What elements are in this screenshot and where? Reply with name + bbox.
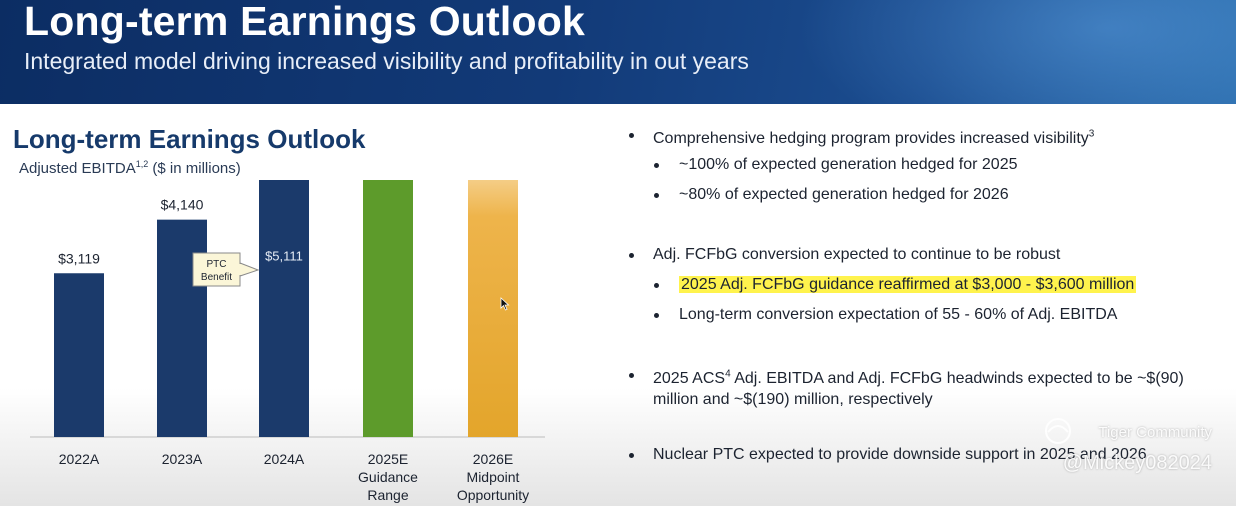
- ebitda-bar-chart: $3,1192022A$4,1402023A$545$5,111PTCBenef…: [30, 180, 545, 503]
- sub-bullet-2: ~100% of expected generation hedged for …: [679, 154, 1234, 175]
- sub-bullet-3: ~80% of expected generation hedged for 2…: [679, 184, 1234, 205]
- category-label-2025e-guidance-range: 2025E: [368, 451, 408, 467]
- value-label-2023a: $4,140: [161, 197, 204, 213]
- bar-2023a: [157, 219, 207, 437]
- slide-subtitle: Integrated model driving increased visib…: [24, 48, 749, 74]
- banner-glow: [796, 0, 1236, 104]
- bullet-dot-icon: [654, 313, 659, 318]
- category-label-2025e-guidance-range-2: Guidance: [358, 469, 418, 485]
- category-label-2026e-midpoint-opportunity-2: Midpoint: [467, 469, 520, 485]
- bullet-text-2: ~100% of expected generation hedged for …: [679, 156, 1018, 173]
- bar-2024a-base: [259, 180, 309, 438]
- sub-bullet-6: Long-term conversion expectation of 55 -…: [679, 304, 1234, 325]
- chart-subtitle: Adjusted EBITDA1,2 ($ in millions): [19, 159, 241, 177]
- watermark-community: Tiger Community: [1098, 424, 1212, 441]
- bullet-text-pre-7: 2025 ACS: [653, 370, 726, 388]
- category-label-2026e-midpoint-opportunity: 2026E: [473, 451, 513, 467]
- mouse-cursor-icon: [500, 297, 510, 311]
- chart-subtitle-footnote: 1,2: [135, 159, 149, 169]
- value-label-2022a: $3,119: [58, 250, 100, 266]
- chart-subtitle-main: Adjusted EBITDA: [19, 160, 136, 177]
- bullet-8: Nuclear PTC expected to provide downside…: [653, 444, 1233, 465]
- bullet-dot-icon: [629, 373, 634, 378]
- bar-2025e-guidance-range-low: [363, 180, 413, 437]
- bullet-text-8: Nuclear PTC expected to provide downside…: [653, 446, 1147, 463]
- bullet-4: Adj. FCFbG conversion expected to contin…: [653, 244, 1233, 265]
- bullet-text-7: 2025 ACS4 Adj. EBITDA and Adj. FCFbG hea…: [653, 369, 1184, 409]
- chart-title: Long-term Earnings Outlook: [13, 124, 366, 154]
- watermark-handle: @Mickey082024: [1062, 452, 1212, 474]
- category-label-2024a: 2024A: [264, 451, 305, 467]
- sub-bullet-5: 2025 Adj. FCFbG guidance reaffirmed at $…: [679, 274, 1234, 295]
- bullet-dot-icon: [629, 453, 634, 458]
- bullet-text-main-7: Adj. EBITDA and Adj. FCFbG headwinds exp…: [653, 370, 1184, 409]
- bullet-7: 2025 ACS4 Adj. EBITDA and Adj. FCFbG hea…: [653, 364, 1233, 410]
- bullet-text-1: Comprehensive hedging program provides i…: [653, 129, 1095, 148]
- bullet-dot-icon: [629, 253, 634, 258]
- bullet-text-4: Adj. FCFbG conversion expected to contin…: [653, 246, 1061, 263]
- bullet-dot-icon: [654, 283, 659, 288]
- bullet-1: Comprehensive hedging program provides i…: [653, 124, 1233, 149]
- bullet-text-5: 2025 Adj. FCFbG guidance reaffirmed at $…: [679, 276, 1137, 293]
- bullet-dot-icon: [629, 133, 634, 138]
- slide-title: Long-term Earnings Outlook: [24, 0, 585, 44]
- category-label-2023a: 2023A: [162, 451, 203, 467]
- ptc-callout-line1: PTC: [207, 259, 227, 270]
- bullet-dot-icon: [654, 163, 659, 168]
- bullet-text-3: ~80% of expected generation hedged for 2…: [679, 186, 1009, 203]
- bullet-footnote-1: 3: [1088, 129, 1095, 140]
- bullet-text-6: Long-term conversion expectation of 55 -…: [679, 306, 1118, 323]
- bar-2026e-midpoint-opportunity: [468, 180, 518, 437]
- category-label-2022a: 2022A: [59, 451, 100, 467]
- ptc-callout-line2: Benefit: [201, 272, 232, 283]
- bullet-footnote-7: 4: [725, 369, 731, 380]
- category-label-2026e-midpoint-opportunity-3: Opportunity: [457, 487, 529, 503]
- tiger-community-logo-icon: [1045, 418, 1071, 444]
- watermark: Tiger Community @Mickey082024: [1063, 418, 1212, 478]
- bullet-dot-icon: [654, 193, 659, 198]
- title-banner: Long-term Earnings Outlook Integrated mo…: [0, 0, 1236, 104]
- ptc-benefit-callout: [192, 252, 241, 287]
- segment-label-base: $5,111: [265, 249, 303, 264]
- category-label-2025e-guidance-range-3: Range: [367, 487, 408, 503]
- ptc-callout-pointer: [239, 262, 260, 277]
- chart-subtitle-tail: ($ in millions): [148, 160, 241, 177]
- bar-2022a: [54, 273, 104, 437]
- ptc-callout-seam: [238, 264, 241, 275]
